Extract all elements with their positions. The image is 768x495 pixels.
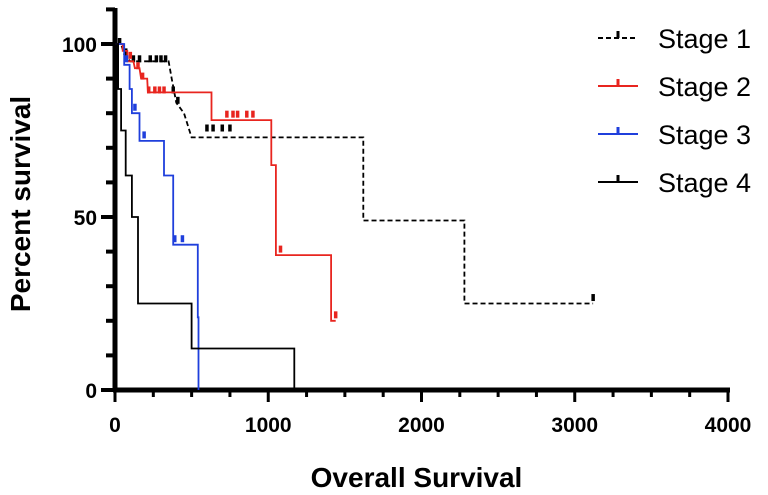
series-stage-1: [115, 38, 595, 305]
x-tick-label: 3000: [551, 414, 598, 437]
legend-label: Stage 1: [658, 24, 751, 54]
x-tick-label: 1000: [245, 414, 292, 437]
y-axis-title: Percent survival: [5, 96, 36, 312]
y-tick-label: 0: [85, 380, 97, 403]
series-stage-3: [115, 43, 200, 390]
legend-item: Stage 2: [598, 72, 751, 102]
axes: 0 50 100 0 1000 2000 3000 4000: [62, 7, 751, 437]
legend-label: Stage 2: [658, 72, 751, 102]
survival-curve: [115, 43, 336, 322]
y-ticks: 0 50 100: [62, 7, 115, 403]
legend-label: Stage 3: [658, 120, 751, 150]
survival-curve: [115, 43, 296, 390]
legend-label: Stage 4: [658, 168, 751, 198]
legend-item: Stage 3: [598, 120, 751, 150]
x-ticks: 0 1000 2000 3000 4000: [109, 390, 751, 437]
legend: Stage 1 Stage 2 Stage 3 Stage 4: [598, 24, 751, 198]
series-stage-4: [115, 43, 296, 390]
legend-item: Stage 4: [598, 168, 751, 198]
series-stage-2: [115, 43, 338, 322]
y-tick-label: 100: [62, 34, 97, 57]
series-layer: [115, 38, 595, 390]
survival-curve: [115, 43, 200, 390]
legend-item: Stage 1: [598, 24, 751, 54]
y-tick-label: 50: [74, 207, 97, 230]
survival-curve: [115, 43, 594, 305]
x-tick-label: 2000: [398, 414, 445, 437]
x-tick-label: 0: [109, 414, 121, 437]
x-axis-title: Overall Survival: [311, 462, 523, 493]
x-tick-label: 4000: [705, 414, 752, 437]
